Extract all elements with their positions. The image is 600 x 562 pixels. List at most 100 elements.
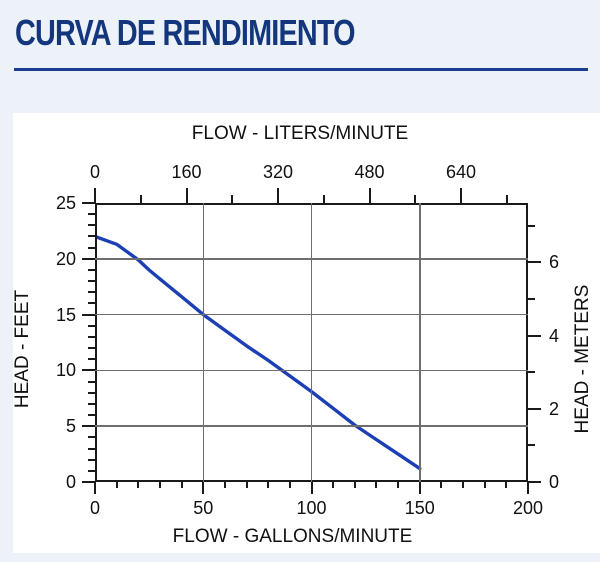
bottom-axis-tick [223, 482, 226, 488]
right-axis-tick-label: 2 [549, 398, 560, 419]
title-underline [14, 68, 588, 71]
top-axis-minor-tick [139, 195, 142, 203]
left-axis-tick [82, 202, 95, 204]
top-axis-tick-label: 320 [262, 162, 294, 182]
bottom-axis-tick [245, 482, 248, 488]
bottom-axis-tick [375, 482, 378, 488]
horizontal-gridline [95, 425, 528, 427]
top-axis-minor-tick [505, 195, 508, 203]
bottom-axis-tick-label: 50 [193, 498, 214, 518]
left-axis-tick-label: 0 [65, 472, 76, 492]
performance-curve [97, 235, 422, 471]
bottom-axis-tick [202, 482, 205, 494]
right-axis-minor-tick [528, 224, 535, 227]
left-axis-tick [88, 324, 95, 327]
left-axis-tick [82, 481, 95, 483]
right-axis-tick-label: 4 [549, 325, 560, 346]
bottom-axis-tick [440, 482, 443, 488]
right-axis-tick [528, 261, 541, 264]
left-axis-tick [88, 335, 95, 338]
top-axis-tick-label: 480 [354, 162, 385, 182]
page-title: CURVA DE RENDIMIENTO [15, 12, 356, 53]
bottom-axis-tick [267, 482, 270, 488]
left-axis-tick [88, 458, 95, 461]
left-axis-tick [82, 313, 95, 316]
bottom-axis-tick [483, 482, 486, 488]
bottom-axis-tick [137, 482, 140, 488]
horizontal-gridline [95, 313, 528, 316]
left-axis-tick [88, 391, 95, 394]
bottom-axis-tick [353, 482, 356, 488]
left-axis-tick [82, 425, 95, 428]
top-axis-title: FLOW - LITERS/MINUTE [191, 123, 409, 144]
top-axis-tick [460, 188, 463, 203]
left-axis-tick [88, 224, 95, 227]
vertical-gridline [202, 203, 204, 482]
left-axis-tick [88, 291, 95, 294]
left-axis-tick [88, 447, 95, 450]
left-axis-tick-label: 20 [55, 248, 76, 269]
top-axis-tick-label: 160 [171, 162, 202, 182]
horizontal-gridline [95, 258, 528, 260]
left-axis-tick [88, 213, 95, 216]
top-axis-tick [185, 188, 188, 203]
bottom-axis-tick-label: 100 [296, 498, 327, 518]
top-axis-minor-tick [414, 195, 417, 203]
bottom-axis-tick [158, 482, 161, 488]
left-axis-tick [88, 268, 95, 271]
right-axis-minor-tick [528, 297, 535, 300]
bottom-axis-tick-label: 200 [512, 498, 544, 518]
left-axis-tick [88, 246, 95, 249]
right-axis-tick [528, 334, 541, 337]
left-axis-tick [88, 347, 95, 350]
bottom-axis-tick [310, 482, 313, 494]
left-axis-tick [88, 358, 95, 361]
right-axis-title: HEAD - METERS [572, 284, 593, 434]
left-axis-tick [88, 469, 95, 472]
left-axis-tick [88, 235, 95, 238]
bottom-axis-tick [180, 482, 183, 488]
bottom-axis-title: FLOW - GALLONS/MINUTE [172, 526, 413, 547]
vertical-gridline [419, 203, 421, 482]
top-axis-tick [94, 188, 96, 203]
left-axis-tick-label: 25 [55, 193, 76, 213]
top-axis-tick-label: 0 [89, 162, 100, 182]
right-axis-tick [528, 481, 541, 483]
bottom-axis-tick-label: 0 [89, 498, 100, 518]
left-axis-tick [88, 402, 95, 405]
bottom-axis-tick [527, 482, 529, 494]
bottom-axis-tick [94, 482, 96, 494]
bottom-axis-tick [115, 482, 118, 488]
left-axis-tick [82, 257, 95, 260]
left-axis-title: HEAD - FEET [12, 289, 33, 409]
right-axis-minor-tick [528, 371, 535, 374]
top-axis-tick [277, 188, 280, 203]
bottom-axis-tick [288, 482, 291, 488]
top-axis-minor-tick [231, 195, 234, 203]
vertical-gridline [310, 203, 313, 482]
left-axis-tick [88, 414, 95, 417]
left-axis-tick [88, 280, 95, 283]
bottom-axis-tick [418, 482, 421, 494]
left-axis-tick [88, 436, 95, 439]
left-axis-tick-label: 5 [65, 416, 76, 437]
left-axis-tick-label: 15 [55, 304, 76, 325]
top-axis-minor-tick [322, 195, 325, 203]
left-axis-tick [88, 380, 95, 383]
right-axis-tick-label: 0 [549, 472, 560, 492]
bottom-axis-tick-label: 150 [404, 498, 435, 518]
right-axis-tick [528, 407, 541, 410]
left-axis-tick [82, 369, 95, 372]
top-axis-tick [368, 188, 371, 203]
top-axis-tick-label: 640 [446, 162, 477, 182]
bottom-axis-tick [397, 482, 400, 488]
left-axis-tick [88, 302, 95, 305]
bottom-axis-tick [462, 482, 465, 488]
bottom-axis-tick [505, 482, 508, 488]
right-axis-tick-label: 6 [549, 252, 560, 273]
bottom-axis-tick [332, 482, 335, 488]
right-axis-minor-tick [528, 444, 535, 447]
horizontal-gridline [95, 369, 528, 372]
left-axis-tick-label: 10 [55, 360, 76, 381]
